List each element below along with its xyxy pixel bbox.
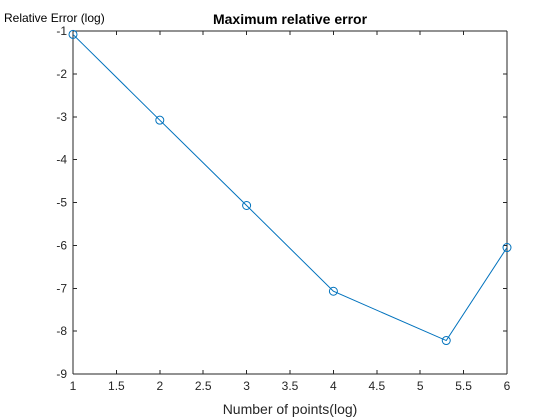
- y-tick-label: -9: [56, 367, 67, 381]
- x-axis-label: Number of points(log): [223, 401, 358, 417]
- x-tick-label: 2.5: [195, 379, 212, 393]
- y-tick-label: -2: [56, 67, 67, 81]
- y-tick-label: -8: [56, 324, 67, 338]
- x-tick-label: 4: [330, 379, 337, 393]
- x-tick-label: 2: [156, 379, 163, 393]
- x-tick-label: 1.5: [108, 379, 125, 393]
- y-tick-label: -5: [56, 196, 67, 210]
- y-tick-label: -7: [56, 281, 67, 295]
- plot-area: [73, 31, 507, 374]
- y-tick-label: -6: [56, 238, 67, 252]
- x-tick-label: 3.5: [282, 379, 299, 393]
- x-tick-label: 3: [243, 379, 250, 393]
- x-tick-label: 5.5: [455, 379, 472, 393]
- x-tick-label: 1: [70, 379, 77, 393]
- x-tick-label: 6: [504, 379, 511, 393]
- x-tick-label: 4.5: [368, 379, 385, 393]
- y-tick-label: -1: [56, 24, 67, 38]
- y-axis-label: Relative Error (log): [4, 11, 105, 25]
- chart-title: Maximum relative error: [213, 11, 368, 27]
- x-tick-label: 5: [417, 379, 424, 393]
- y-tick-label: -3: [56, 110, 67, 124]
- y-tick-label: -4: [56, 153, 67, 167]
